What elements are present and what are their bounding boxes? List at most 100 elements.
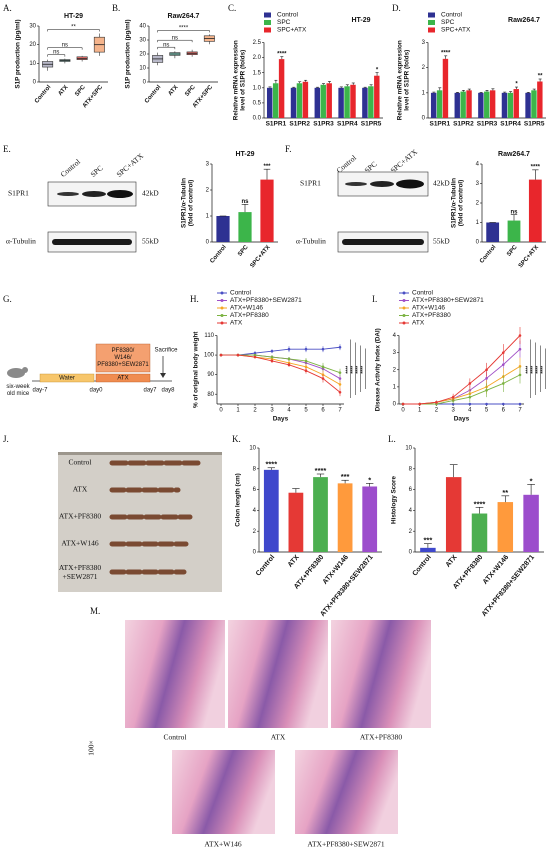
x-tick-label: S1PR2	[289, 121, 310, 128]
x-tick-label: S1PR2	[453, 121, 474, 128]
point	[321, 347, 325, 351]
point	[418, 402, 422, 406]
y-axis-label: level of S1PR (folds)	[240, 50, 247, 111]
y-tick-label: 10	[29, 61, 36, 67]
legend-marker	[220, 299, 224, 302]
bar	[313, 477, 328, 552]
point	[321, 365, 325, 369]
panel-label: E.	[3, 144, 11, 154]
bar	[350, 84, 356, 118]
day-label: day7	[143, 388, 157, 394]
point	[321, 377, 325, 380]
point	[401, 402, 405, 406]
x-tick-label: 0	[401, 408, 405, 414]
point	[270, 359, 274, 363]
point	[518, 334, 522, 337]
point	[485, 377, 488, 380]
y-tick-label: 2	[422, 65, 426, 71]
significance-label: ***	[424, 536, 433, 545]
point	[485, 402, 488, 406]
y-tick-label: 10	[405, 446, 412, 452]
legend-marker	[402, 314, 406, 317]
size-label: 42kD	[142, 189, 159, 198]
lane-label: SPC+ATX	[115, 151, 146, 179]
significance-label: ****	[474, 499, 486, 508]
y-tick-label: 6	[253, 487, 257, 493]
band	[342, 239, 424, 245]
x-tick-label: 5	[304, 408, 308, 414]
y-tick-label: 2	[476, 201, 480, 207]
point	[338, 377, 342, 380]
x-tick-label: Control	[255, 554, 276, 578]
panel-label: J.	[3, 434, 9, 444]
chart-title: HT-29	[64, 13, 83, 20]
panel-label: L.	[388, 434, 396, 444]
y-tick-label: 0	[253, 550, 257, 556]
significance-label: *	[376, 67, 379, 73]
significance-label: ****	[355, 366, 361, 374]
y-tick-label: 0.5	[253, 100, 262, 106]
bar	[362, 486, 378, 552]
point	[518, 373, 522, 377]
bar	[513, 89, 519, 118]
y-axis-label: (fold of control)	[458, 180, 465, 227]
legend-label: SPC+ATX	[277, 27, 307, 34]
x-tick-label: SPC	[506, 244, 519, 258]
photo-label: ATX	[73, 485, 88, 494]
bar	[260, 179, 274, 242]
point	[468, 402, 472, 406]
legend-swatch	[428, 27, 435, 33]
bar	[238, 212, 252, 242]
chart-title: Raw264.7	[498, 151, 530, 158]
size-label: 55kD	[142, 237, 159, 246]
y-tick-label: 1.5	[253, 70, 262, 76]
significance-label: *	[515, 82, 518, 88]
legend-swatch	[428, 12, 435, 18]
day-label: day0	[89, 388, 103, 394]
y-tick-label: 4	[476, 162, 480, 168]
histology-panels: 100× Control ATX ATX+PF8380 ATX+W146 ATX…	[87, 620, 431, 849]
band	[107, 190, 133, 198]
y-tick-label: 0	[143, 80, 147, 86]
significance-label: ****	[530, 366, 536, 374]
band	[345, 182, 367, 186]
legend-label: ATX+W146	[230, 305, 263, 312]
x-tick-label: 6	[502, 408, 506, 414]
x-tick-label: SPC	[237, 244, 250, 258]
bar	[454, 92, 460, 118]
x-tick-label: 6	[321, 408, 325, 414]
y-tick-label: 110	[204, 333, 214, 339]
panel-label: F.	[285, 144, 292, 154]
significance-label: **	[71, 25, 76, 31]
band	[57, 192, 79, 196]
significance-label: ns	[241, 199, 249, 205]
legend-swatch	[264, 20, 271, 25]
lane-label: SPC	[89, 163, 105, 178]
x-tick-label: SPC	[74, 84, 87, 98]
y-tick-label: 3	[422, 40, 426, 46]
x-tick-label: ATX+PF8380+SEW2871	[481, 554, 536, 618]
y-tick-label: 8	[253, 466, 257, 472]
chart-title: Raw264.7	[168, 13, 200, 20]
bar	[338, 87, 344, 118]
point	[236, 353, 240, 357]
panel-label: G.	[3, 294, 12, 304]
significance-bracket	[157, 46, 176, 50]
bar	[314, 87, 321, 118]
significance-label: ****	[540, 366, 546, 374]
x-tick-label: 1	[236, 408, 240, 414]
western-blot: Control SPC SPC+ATX S1PR1 α-Tubulin 42kD…	[296, 147, 450, 253]
legend-label: ATX+PF8380+SEW2871	[412, 297, 484, 304]
bar	[272, 83, 279, 118]
bar	[471, 513, 488, 552]
x-tick-label: SPC	[184, 84, 197, 98]
point	[304, 347, 308, 351]
histology-label: Control	[164, 733, 187, 742]
band	[396, 179, 424, 189]
legend-label: Control	[441, 12, 463, 19]
treatment-line: PF8380/	[112, 348, 135, 354]
panel-label: I.	[372, 294, 377, 304]
point	[451, 395, 455, 399]
band	[52, 239, 132, 245]
day-label: day8	[161, 388, 175, 394]
